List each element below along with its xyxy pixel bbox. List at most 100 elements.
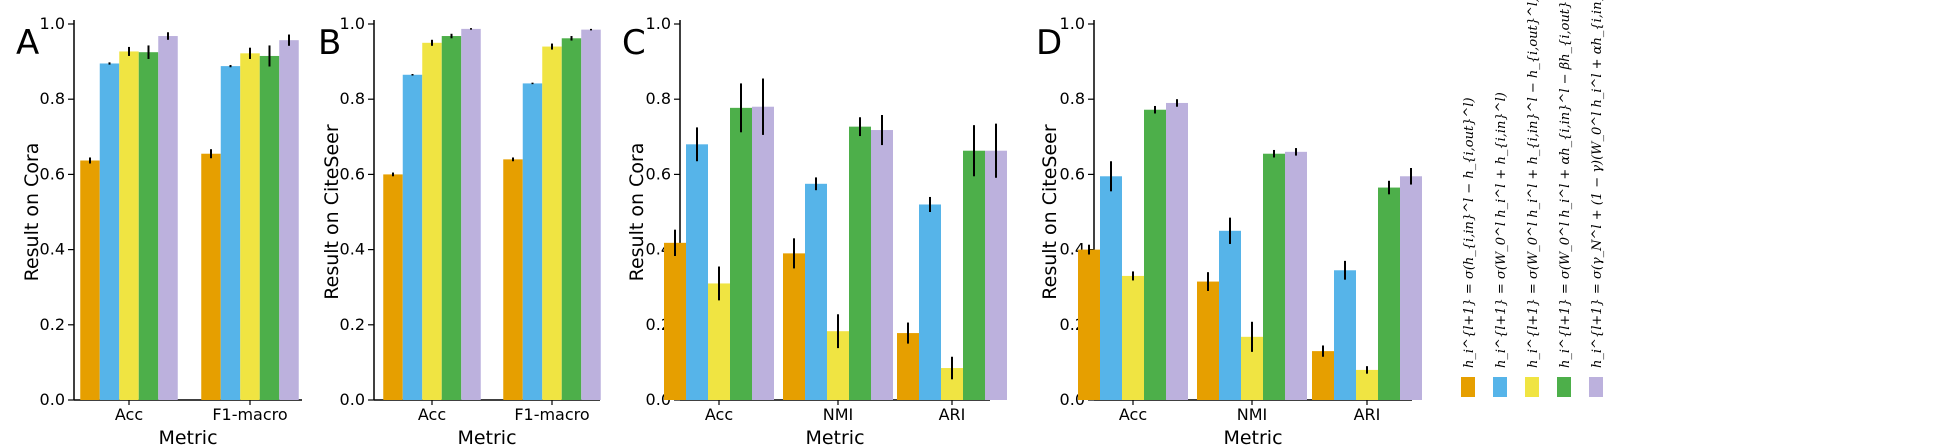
bar <box>99 63 120 400</box>
y-tick-label: 0.2 <box>40 315 65 334</box>
panel-a: A 0.0 0.2 0.4 0.6 0.8 1.0 Result on Cora Metric A… <box>16 14 302 448</box>
panel-b: B 0.0 0.2 0.4 0.6 0.8 1.0 Result on CiteSeer Met… <box>318 14 601 448</box>
bar <box>1263 153 1285 400</box>
bar <box>402 74 423 400</box>
bar <box>708 283 730 400</box>
bar <box>259 55 280 401</box>
bar <box>686 144 708 400</box>
bar <box>1122 275 1144 400</box>
legend: h_i^{l+1} = σ(h_{i,in}^l − h_{i,out}^l) h… <box>1461 0 1605 397</box>
y-tick-label: 0.4 <box>340 240 365 259</box>
bar <box>119 51 139 400</box>
y-tick-label: 0.6 <box>340 164 365 183</box>
y-tick-label: 0.8 <box>40 89 65 108</box>
bar <box>561 38 582 401</box>
x-tick-label: F1-macro <box>514 405 589 424</box>
x-tick-label: NMI <box>823 405 854 424</box>
bar <box>941 368 963 400</box>
bar <box>1285 151 1307 400</box>
bar <box>581 29 601 400</box>
y-tick-label: 1.0 <box>40 14 65 33</box>
legend-swatch <box>1493 377 1507 397</box>
y-tick-label: 0.8 <box>340 89 365 108</box>
panel-letter: B <box>318 23 341 63</box>
bar <box>752 106 774 400</box>
bar <box>542 46 562 401</box>
bar <box>805 183 827 400</box>
y-tick-label: 0.6 <box>40 164 65 183</box>
bar <box>138 52 159 400</box>
bar <box>1356 369 1378 400</box>
bar <box>664 242 686 400</box>
x-axis-label: Metric <box>158 427 217 448</box>
y-tick-label: 0.8 <box>1060 89 1085 108</box>
bar <box>985 150 1007 400</box>
panel-letter: A <box>16 23 39 63</box>
y-tick-label: 0.0 <box>340 390 365 409</box>
bar <box>1334 270 1356 400</box>
bar <box>240 53 260 400</box>
y-axis-label: Result on CiteSeer <box>1039 124 1061 300</box>
x-tick-label: ARI <box>1354 405 1381 424</box>
bar <box>220 66 241 400</box>
x-axis-label: Metric <box>805 427 864 448</box>
bar <box>1219 230 1241 400</box>
x-axis-label: Metric <box>1223 427 1282 448</box>
x-tick-label: NMI <box>1237 405 1268 424</box>
bar <box>871 130 893 401</box>
bar <box>827 331 849 400</box>
bar <box>1078 249 1100 400</box>
bar <box>461 28 481 400</box>
y-tick-label: 0.4 <box>40 240 65 259</box>
legend-swatch <box>1461 377 1475 397</box>
x-tick-label: Acc <box>1119 405 1147 424</box>
bar <box>1197 281 1219 400</box>
y-tick-label: 0.6 <box>646 164 671 183</box>
y-axis-label: Result on Cora <box>626 143 648 282</box>
bar <box>963 150 985 400</box>
bar <box>1312 351 1334 400</box>
y-tick-label: 0.6 <box>1060 164 1085 183</box>
y-tick-label: 0.8 <box>646 89 671 108</box>
legend-label: h_i^{l+1} = σ(W_0^l h_i^l + h_{i,in}^l −… <box>1526 0 1541 368</box>
legend-label: h_i^{l+1} = σ(W_0^l h_i^l + h_{i,in}^l) <box>1494 92 1509 368</box>
x-tick-label: Acc <box>705 405 733 424</box>
bar <box>522 83 543 401</box>
y-tick-label: 0.2 <box>340 315 365 334</box>
y-axis-label: Result on CiteSeer <box>321 124 343 300</box>
x-tick-label: F1-macro <box>212 405 287 424</box>
x-tick-label: Acc <box>418 405 446 424</box>
bar <box>1400 176 1422 400</box>
bar <box>783 253 805 400</box>
legend-swatch <box>1525 377 1539 397</box>
bar <box>279 40 299 400</box>
bar <box>158 36 178 400</box>
panel-letter: D <box>1036 23 1062 63</box>
bar <box>1241 336 1263 400</box>
bar <box>1100 176 1122 400</box>
x-tick-label: ARI <box>939 405 966 424</box>
bar <box>441 36 462 400</box>
panel-letter: C <box>622 23 646 63</box>
bar <box>201 153 221 400</box>
bar <box>503 159 523 400</box>
bar <box>1144 109 1166 400</box>
bar <box>383 174 403 400</box>
bar <box>919 204 941 400</box>
bar <box>1166 102 1188 401</box>
legend-swatch <box>1589 377 1603 397</box>
bar <box>80 160 100 400</box>
y-axis-label: Result on Cora <box>21 143 43 282</box>
legend-swatch <box>1557 377 1571 397</box>
legend-label: h_i^{l+1} = σ(h_{i,in}^l − h_{i,out}^l) <box>1462 97 1477 368</box>
bar <box>422 42 442 401</box>
bar <box>730 107 752 401</box>
y-tick-label: 1.0 <box>340 14 365 33</box>
y-tick-label: 0.0 <box>40 390 65 409</box>
x-axis-label: Metric <box>457 427 516 448</box>
y-tick-label: 1.0 <box>1060 14 1085 33</box>
bar <box>849 126 871 400</box>
